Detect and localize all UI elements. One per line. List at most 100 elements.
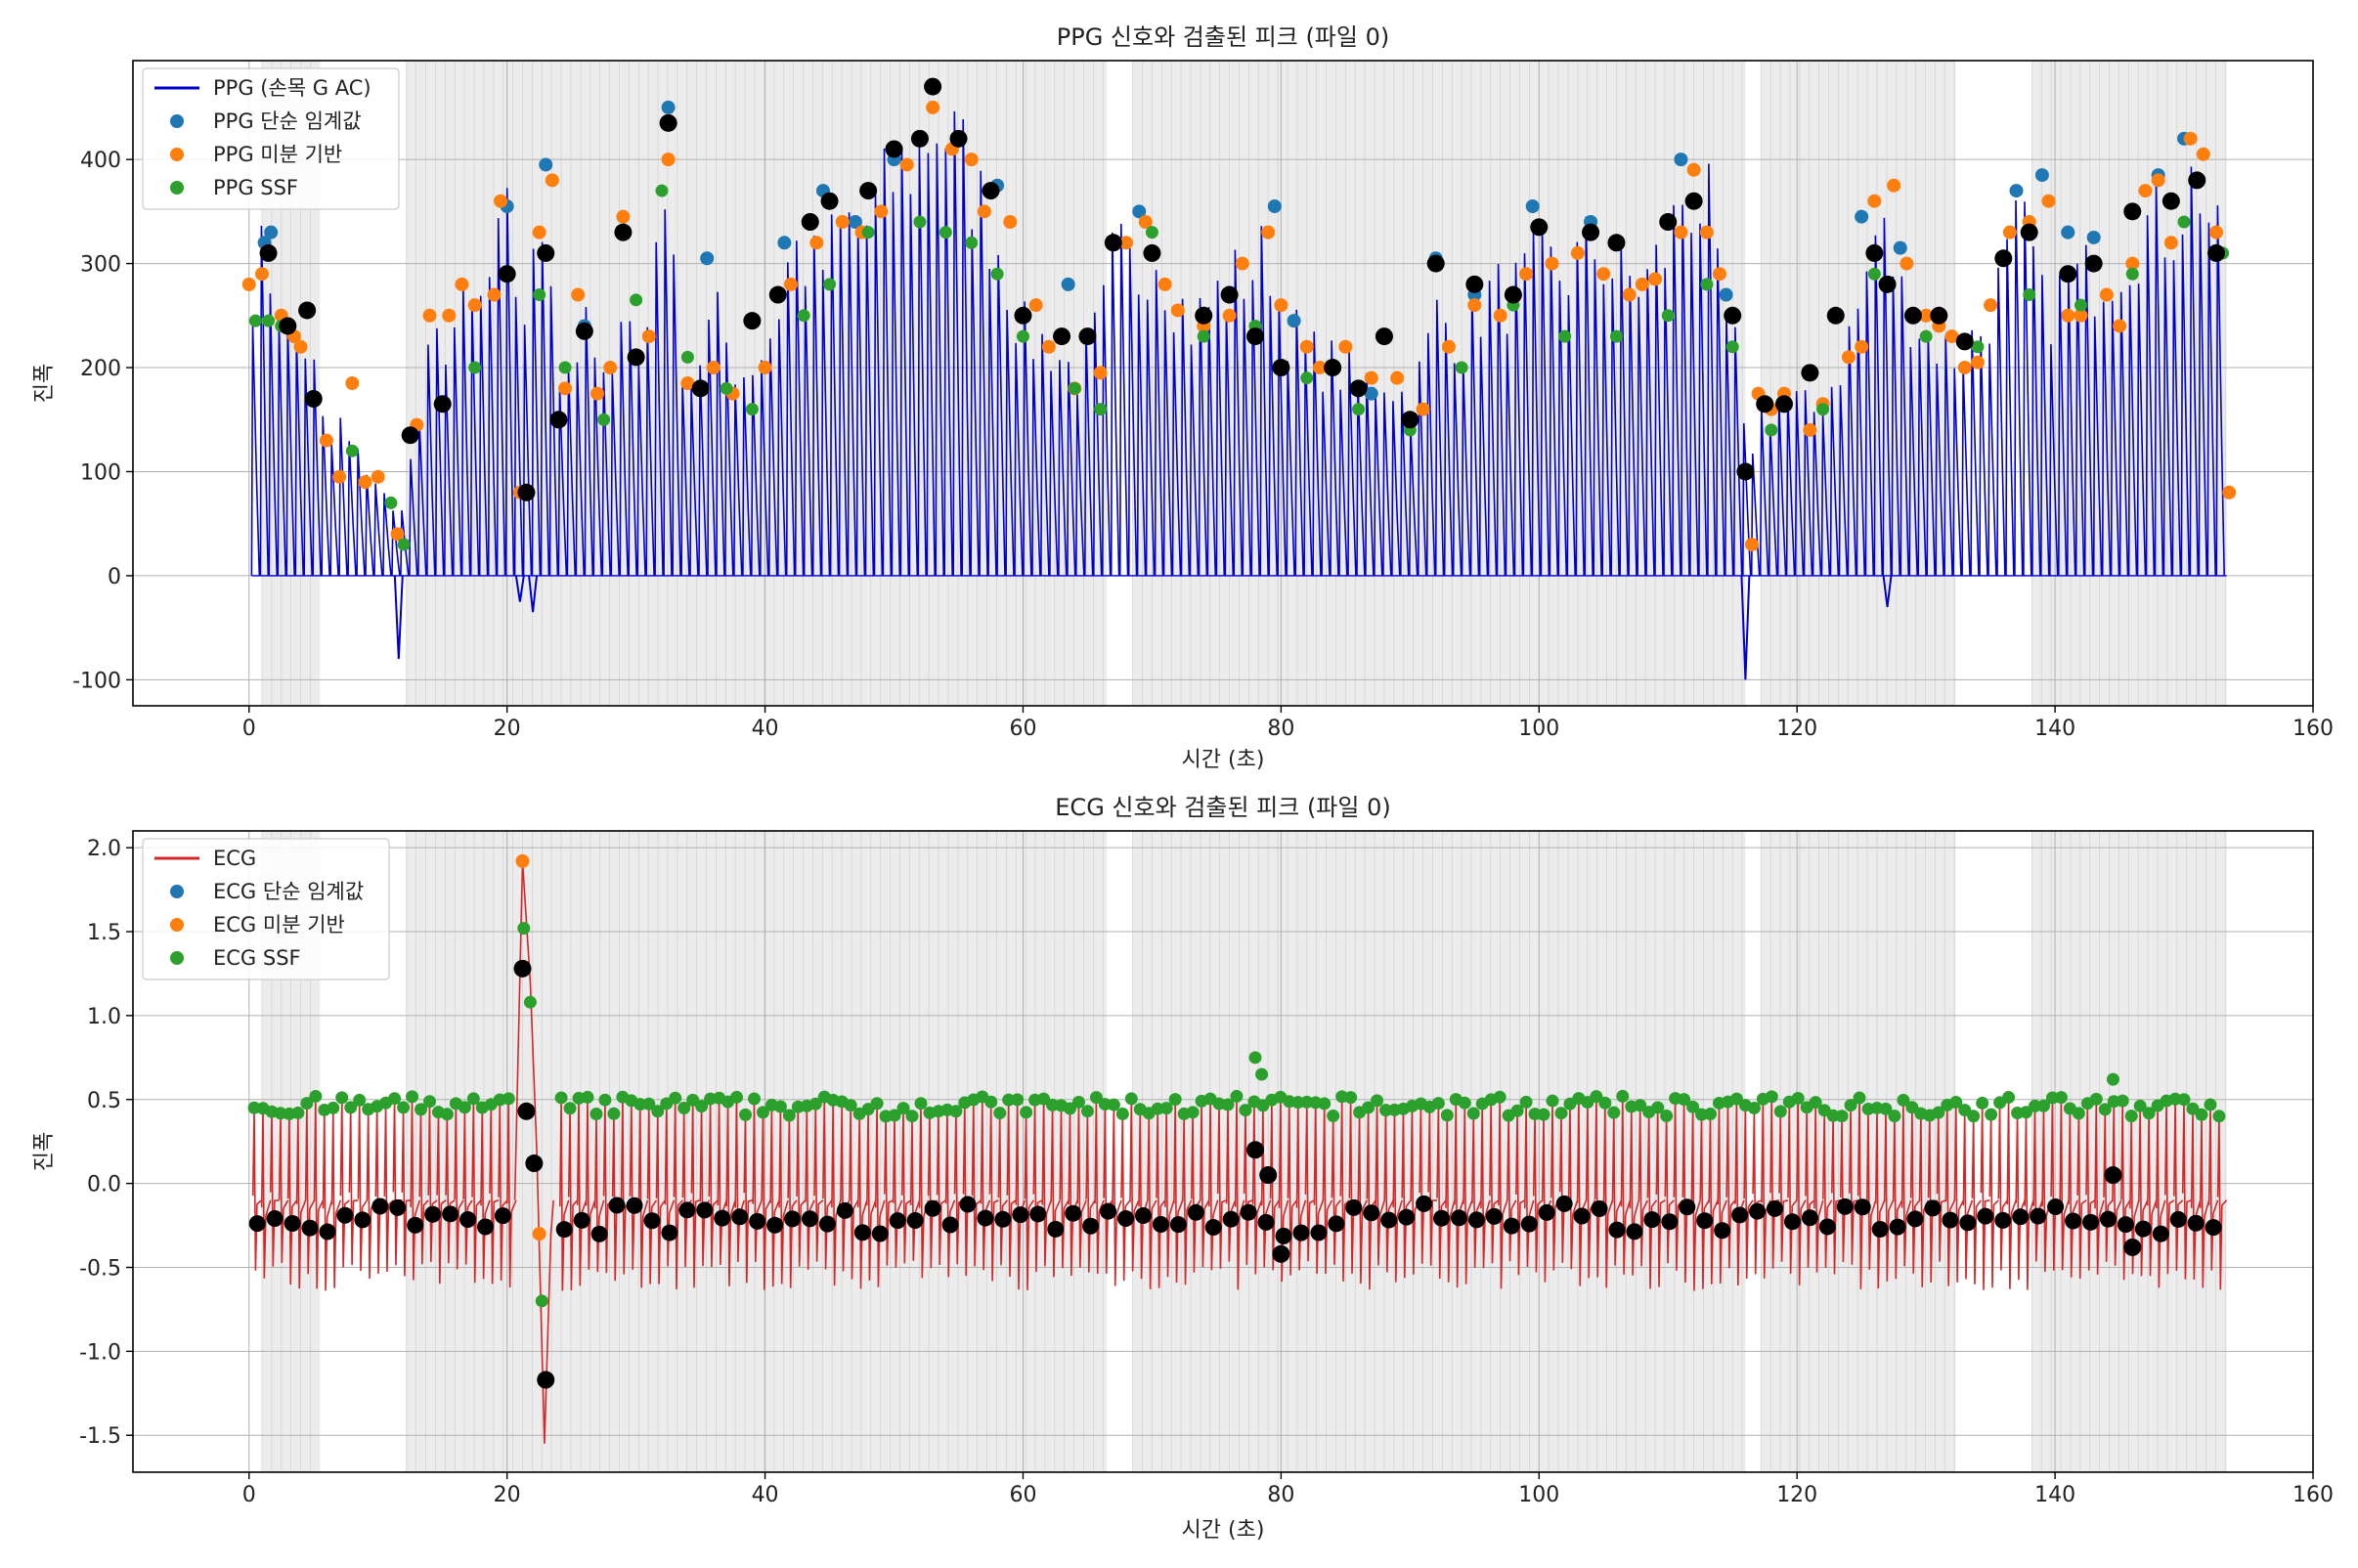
ecg-ssf-peak <box>2106 1072 2119 1086</box>
ppg-derivative-peak <box>293 339 308 354</box>
ppg-highlight-peak <box>2188 171 2206 190</box>
ecg-highlight-peak <box>336 1206 354 1224</box>
ecg-highlight-peak <box>766 1216 784 1234</box>
ecg-y-tick-label: -0.5 <box>79 1256 121 1281</box>
ppg-highlight-peak <box>659 113 677 132</box>
ecg-highlight-peak <box>2123 1238 2142 1256</box>
ecg-highlight-peak <box>1117 1209 1135 1227</box>
ecg-highlight-peak <box>749 1212 766 1230</box>
ppg-y-tick-label: 200 <box>80 357 121 381</box>
ecg-highlight-peak <box>2082 1213 2100 1231</box>
ppg-ssf-peak <box>1197 329 1210 343</box>
ecg-highlight-peak <box>1450 1209 1467 1227</box>
ecg-ssf-peak <box>1809 1096 1822 1110</box>
ecg-y-axis-label: 진폭 <box>32 1132 57 1171</box>
ppg-derivative-peak <box>661 152 676 167</box>
ecg-ssf-peak <box>2036 1099 2050 1112</box>
ecg-highlight-peak <box>1854 1198 1871 1216</box>
ppg-derivative-peak <box>641 329 656 344</box>
ppg-signal-path <box>250 110 2225 576</box>
ppg-derivative-peak <box>1138 215 1153 229</box>
ecg-ssf-peak <box>440 1108 454 1121</box>
ecg-highlight-peak <box>608 1197 626 1214</box>
ppg-ssf-peak <box>655 184 669 197</box>
ppg-ssf-peak <box>1867 267 1881 281</box>
ppg-derivative-peak <box>603 361 618 375</box>
ppg-legend-label-signal: PPG (손목 G AC) <box>213 76 371 100</box>
ecg-ssf-peak <box>1844 1099 1857 1112</box>
ppg-ssf-peak <box>1145 226 1158 240</box>
ecg-highlight-peak <box>1272 1244 1290 1263</box>
ecg-highlight-peak <box>1959 1214 1977 1232</box>
ppg-highlight-peak <box>1401 411 1419 429</box>
ecg-ssf-peak <box>2002 1091 2016 1105</box>
ppg-x-tick-label: 40 <box>752 717 779 741</box>
ppg-highlight-peak <box>1684 192 1703 210</box>
ppg-highlight-peak <box>1426 254 1445 273</box>
ecg-ssf-peak <box>1510 1104 1524 1117</box>
ecg-ssf-peak <box>1124 1092 1138 1106</box>
ppg-ssf-peak <box>913 215 927 229</box>
ppg-threshold-peak <box>2009 184 2024 198</box>
ecg-ssf-peak <box>581 1090 594 1104</box>
ppg-highlight-peak <box>2123 202 2142 221</box>
ecg-ssf-peak <box>1651 1101 1665 1114</box>
ppg-derivative-peak <box>899 157 914 172</box>
ecg-legend-label-signal: ECG <box>213 847 256 870</box>
ecg-highlight-peak <box>573 1211 590 1229</box>
ecg-highlight-peak <box>513 959 532 978</box>
ecg-ssf-peak <box>1248 1051 1262 1065</box>
ecg-highlight-peak <box>1555 1195 1573 1212</box>
ecg-ssf-peak <box>677 1102 691 1115</box>
ppg-derivative-peak <box>2163 236 2178 250</box>
ecg-highlight-peak <box>1485 1207 1503 1225</box>
ppg-legend-label-threshold: PPG 단순 임계값 <box>213 109 362 133</box>
ppg-threshold-peak <box>777 236 792 250</box>
ecg-ssf-peak <box>1686 1100 1700 1113</box>
ecg-ssf-peak <box>1949 1095 1963 1109</box>
ppg-highlight-peak <box>1324 359 1342 377</box>
ecg-highlight-peak <box>1608 1221 1626 1239</box>
ppg-highlight-peak <box>1801 364 1819 382</box>
ecg-ssf-peak <box>1590 1090 1603 1104</box>
ecg-ssf-peak <box>1371 1094 1384 1108</box>
ppg-ssf-peak <box>720 381 733 395</box>
ecg-ssf-peak <box>1704 1107 1718 1120</box>
ppg-derivative-peak <box>874 204 889 219</box>
ppg-ssf-peak <box>1352 403 1366 416</box>
ecg-highlight-peak <box>2134 1220 2152 1238</box>
ppg-threshold-peak <box>1287 314 1301 328</box>
ecg-ssf-peak <box>1773 1105 1787 1118</box>
ecg-highlight-peak <box>1661 1213 1679 1231</box>
ecg-ssf-peak <box>1791 1092 1805 1106</box>
ppg-derivative-peak <box>1596 267 1611 282</box>
ecg-x-tick-label: 60 <box>1009 1483 1036 1507</box>
ecg-ssf-peak <box>554 1091 568 1105</box>
ppg-derivative-peak <box>1222 308 1237 323</box>
ppg-derivative-peak <box>1984 298 1998 313</box>
ppg-derivative-peak <box>2113 319 2127 333</box>
ecg-ssf-peak <box>563 1102 577 1115</box>
ppg-derivative-peak <box>590 386 605 401</box>
ecg-ssf-peak <box>406 1090 419 1104</box>
ecg-highlight-peak <box>836 1201 853 1219</box>
ecg-x-tick-label: 160 <box>2292 1483 2334 1507</box>
ecg-legend-label-threshold: ECG 단순 임계값 <box>213 880 364 903</box>
ecg-highlight-peak <box>1679 1198 1696 1216</box>
ecg-x-tick-label: 100 <box>1518 1483 1559 1507</box>
ecg-x-tick-label: 140 <box>2034 1483 2075 1507</box>
ppg-highlight-peak <box>298 301 317 320</box>
ecg-ssf-peak <box>1616 1089 1630 1103</box>
ecg-ssf-peak <box>2098 1103 2112 1116</box>
ecg-ssf-peak <box>590 1108 603 1121</box>
ppg-ssf-peak <box>1725 340 1739 354</box>
ecg-highlight-peak <box>941 1216 959 1234</box>
ecg-highlight-peak <box>1065 1204 1082 1222</box>
ecg-ssf-peak <box>397 1101 411 1114</box>
ecg-highlight-peak <box>1152 1216 1169 1234</box>
ecg-ssf-peak <box>2142 1107 2156 1120</box>
ppg-threshold-peak <box>539 157 553 172</box>
ppg-derivative-peak <box>1441 339 1456 354</box>
ecg-ssf-peak <box>1020 1106 1033 1119</box>
ecg-ssf-peak <box>291 1106 305 1119</box>
